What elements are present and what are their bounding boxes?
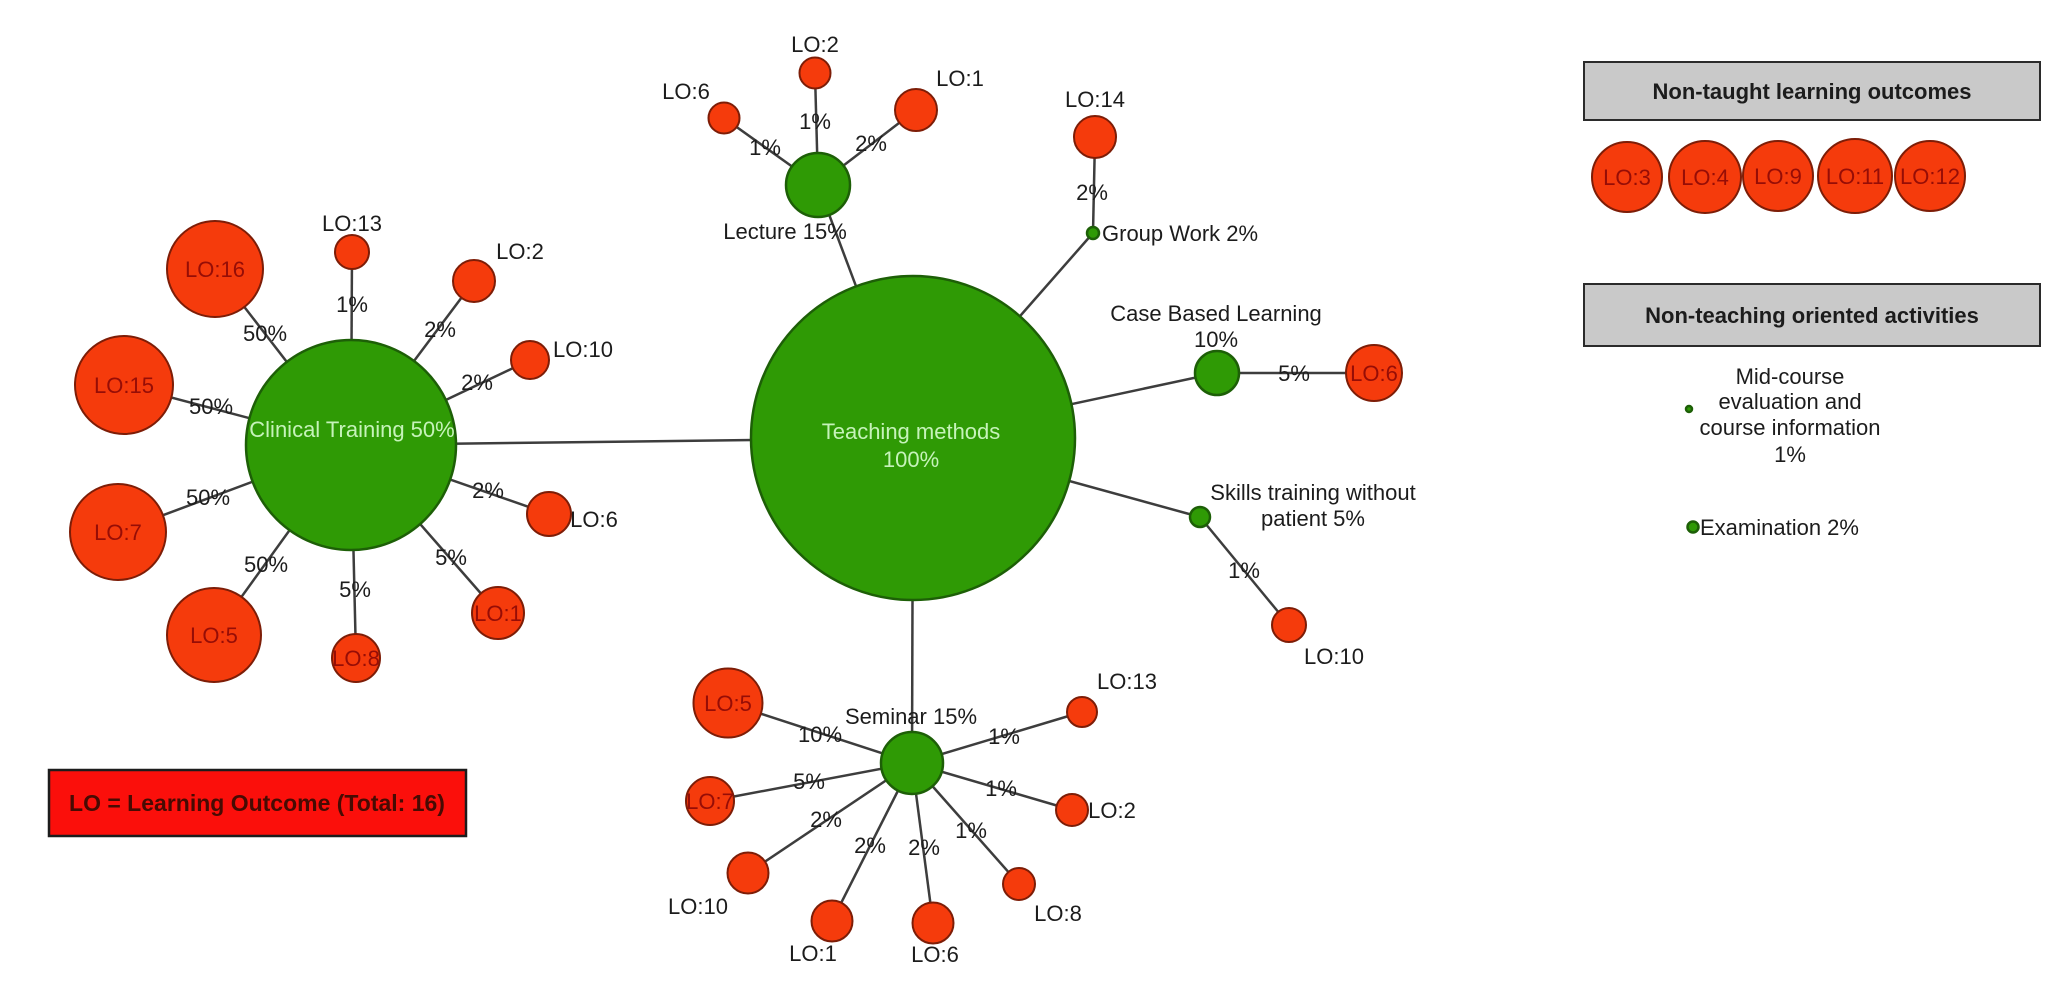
svg-text:course information: course information [1700, 415, 1881, 440]
svg-text:50%: 50% [244, 552, 288, 577]
svg-text:LO:14: LO:14 [1065, 87, 1125, 112]
svg-text:Group Work 2%: Group Work 2% [1102, 221, 1258, 246]
svg-text:LO:5: LO:5 [190, 623, 238, 648]
svg-text:10%: 10% [1194, 327, 1238, 352]
svg-text:LO:1: LO:1 [936, 66, 984, 91]
svg-text:2%: 2% [1076, 180, 1108, 205]
svg-text:LO = Learning Outcome (Total:: LO = Learning Outcome (Total: 16) [69, 790, 445, 816]
svg-text:2%: 2% [461, 370, 493, 395]
svg-text:LO:11: LO:11 [1826, 164, 1884, 189]
svg-text:1%: 1% [1228, 558, 1260, 583]
svg-text:LO:6: LO:6 [911, 942, 959, 967]
svg-text:Non-teaching oriented activiti: Non-teaching oriented activities [1645, 303, 1979, 328]
svg-text:LO:13: LO:13 [1097, 669, 1157, 694]
svg-text:LO:12: LO:12 [1900, 164, 1960, 189]
svg-text:LO:8: LO:8 [1034, 901, 1082, 926]
svg-text:1%: 1% [336, 292, 368, 317]
svg-text:LO:2: LO:2 [496, 239, 544, 264]
svg-text:5%: 5% [1278, 361, 1310, 386]
svg-text:Seminar 15%: Seminar 15% [845, 704, 977, 729]
svg-text:LO:6: LO:6 [1350, 361, 1398, 386]
svg-text:Mid-course: Mid-course [1736, 364, 1845, 389]
svg-text:50%: 50% [186, 485, 230, 510]
svg-text:LO:2: LO:2 [1088, 798, 1136, 823]
svg-text:1%: 1% [749, 135, 781, 160]
svg-text:LO:10: LO:10 [668, 894, 728, 919]
svg-text:LO:6: LO:6 [662, 79, 710, 104]
svg-text:LO:2: LO:2 [791, 32, 839, 57]
svg-text:Examination 2%: Examination 2% [1700, 515, 1859, 540]
svg-text:LO:1: LO:1 [789, 941, 837, 966]
svg-text:LO:10: LO:10 [1304, 644, 1364, 669]
svg-text:patient 5%: patient 5% [1261, 506, 1365, 531]
svg-text:100%: 100% [883, 447, 939, 472]
svg-text:1%: 1% [799, 109, 831, 134]
svg-text:5%: 5% [339, 577, 371, 602]
svg-text:2%: 2% [424, 317, 456, 342]
svg-text:1%: 1% [985, 776, 1017, 801]
svg-text:LO:1: LO:1 [474, 601, 522, 626]
svg-text:LO:16: LO:16 [185, 257, 245, 282]
svg-text:Non-taught learning outcomes: Non-taught learning outcomes [1653, 79, 1972, 104]
svg-text:Clinical Training 50%: Clinical Training 50% [249, 417, 454, 442]
svg-text:LO:13: LO:13 [322, 211, 382, 236]
svg-text:5%: 5% [793, 769, 825, 794]
svg-text:LO:15: LO:15 [94, 373, 154, 398]
svg-text:2%: 2% [810, 807, 842, 832]
svg-text:LO:5: LO:5 [704, 691, 752, 716]
svg-text:2%: 2% [908, 835, 940, 860]
svg-text:1%: 1% [955, 818, 987, 843]
svg-text:2%: 2% [855, 131, 887, 156]
svg-text:10%: 10% [798, 722, 842, 747]
svg-text:LO:8: LO:8 [332, 646, 380, 671]
svg-text:Skills training without: Skills training without [1210, 480, 1415, 505]
svg-text:LO:3: LO:3 [1603, 165, 1651, 190]
svg-text:2%: 2% [472, 478, 504, 503]
svg-text:5%: 5% [435, 545, 467, 570]
svg-text:LO:10: LO:10 [553, 337, 613, 362]
svg-text:1%: 1% [1774, 442, 1806, 467]
svg-text:LO:7: LO:7 [94, 520, 142, 545]
svg-text:LO:6: LO:6 [570, 507, 618, 532]
svg-text:2%: 2% [854, 833, 886, 858]
svg-text:1%: 1% [988, 724, 1020, 749]
svg-text:LO:9: LO:9 [1754, 164, 1802, 189]
svg-text:LO:7: LO:7 [686, 789, 734, 814]
svg-text:Teaching methods: Teaching methods [822, 419, 1001, 444]
svg-text:Lecture 15%: Lecture 15% [723, 219, 847, 244]
svg-text:evaluation and: evaluation and [1718, 389, 1861, 414]
svg-text:50%: 50% [189, 394, 233, 419]
svg-text:Case Based Learning: Case Based Learning [1110, 301, 1322, 326]
svg-text:50%: 50% [243, 321, 287, 346]
svg-text:LO:4: LO:4 [1681, 165, 1729, 190]
